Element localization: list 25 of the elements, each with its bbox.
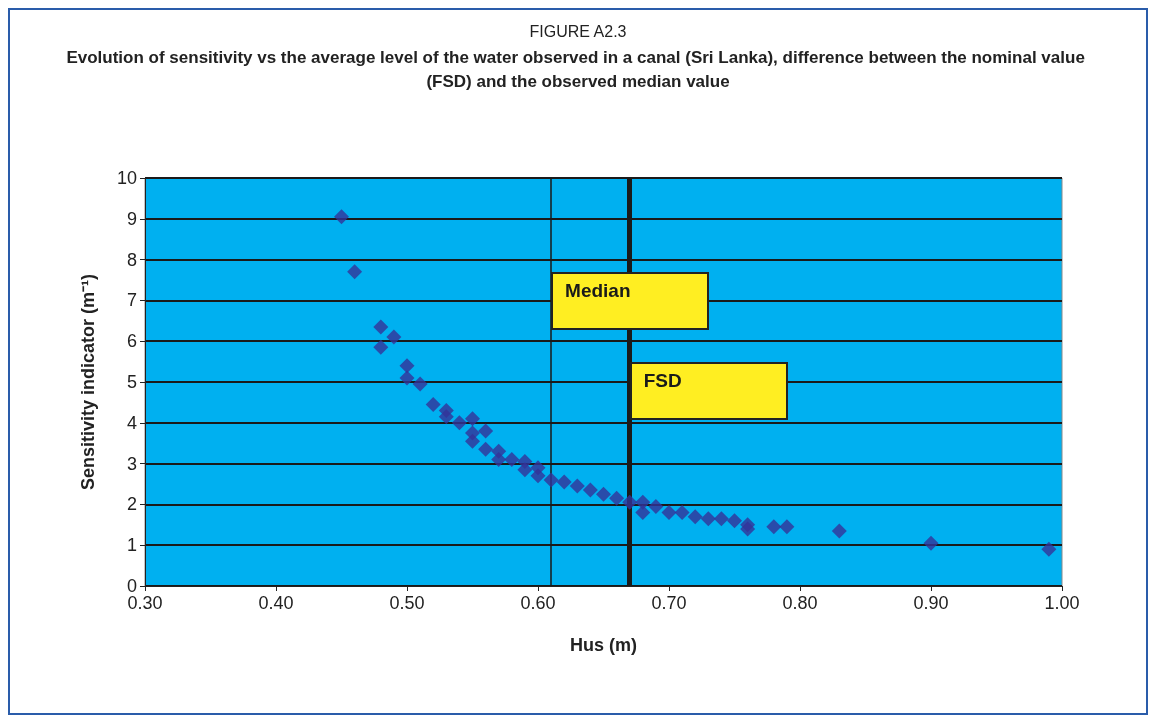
x-tick-label: 1.00 [1044, 593, 1080, 613]
y-tick-label: 10 [116, 168, 137, 188]
y-tick-label: 7 [126, 290, 137, 311]
y-tick-label: 6 [126, 331, 137, 352]
y-axis-title: Sensitivity indicator (m⁻¹) [78, 273, 98, 491]
x-tick-label: 0.50 [389, 593, 425, 613]
callout-box: Median [551, 271, 710, 330]
y-tick-label: 9 [126, 208, 137, 229]
chart-title: FIGURE A2.3 [529, 22, 627, 40]
x-tick-label: 0.60 [520, 593, 556, 613]
y-tick-label: 3 [126, 453, 137, 474]
y-tick-label: 8 [126, 249, 137, 270]
x-tick-label: 0.80 [782, 593, 818, 613]
x-axis-title: Hus (m) [570, 635, 637, 655]
x-tick-label: 0.70 [651, 593, 687, 613]
y-tick-label: 4 [126, 412, 137, 433]
x-tick-label: 0.90 [913, 593, 949, 613]
x-tick-label: 0.30 [127, 593, 163, 613]
callout-box: FSD [629, 361, 788, 420]
y-tick-label: 1 [126, 535, 137, 556]
y-tick-label: 5 [126, 372, 137, 392]
y-tick-label: 0 [126, 576, 137, 596]
chart-subtitle: Evolution of sensitivity vs the average level of the water observed in a canal (Sri Lanka), difference between the nominal value (FSD) and the observed median value [66, 47, 1090, 91]
x-tick-label: 0.40 [258, 593, 294, 613]
y-tick-label: 2 [126, 494, 137, 515]
